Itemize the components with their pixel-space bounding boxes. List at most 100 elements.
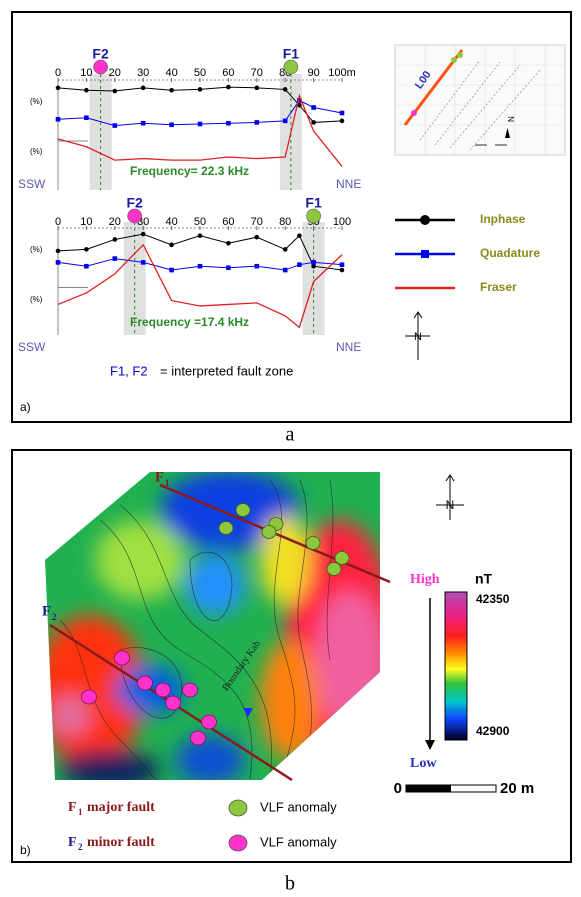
quadrature-point	[226, 121, 231, 126]
legend-marker	[421, 250, 429, 258]
inphase-point	[297, 233, 302, 238]
north-label: N	[446, 498, 455, 512]
x-tick-label: 80	[279, 216, 291, 228]
quadrature-point	[84, 115, 89, 120]
fault-marker	[94, 60, 108, 74]
fault-subscript: 2	[52, 612, 57, 622]
x-tick-label: 50	[194, 216, 206, 228]
x-tick-label: 40	[165, 216, 177, 228]
legend-subscript: 2	[78, 842, 83, 852]
axis-unit: (%)	[30, 295, 43, 304]
scale-label: 0	[394, 780, 402, 797]
inphase-point	[254, 86, 259, 91]
north-label: N	[414, 331, 422, 343]
quadrature-point	[113, 123, 118, 128]
inphase-point	[340, 119, 345, 124]
x-tick-label: 30	[137, 67, 149, 79]
fault-label: F2	[127, 195, 144, 211]
inphase-point	[283, 247, 288, 252]
legend-label: Quadature	[480, 246, 540, 260]
panel-caption: a	[286, 424, 295, 446]
inphase-point	[198, 233, 203, 238]
fault-symbol: F	[42, 603, 51, 619]
fault-marker	[128, 209, 142, 223]
legend-text: minor fault	[87, 835, 155, 850]
magnetic-map	[35, 470, 395, 790]
quadrature-point	[169, 122, 174, 127]
colorbar-tick-label: 42350	[476, 592, 510, 606]
axis-unit: (%)	[30, 245, 43, 254]
legend-label: Fraser	[480, 280, 517, 294]
quadrature-point	[340, 111, 345, 116]
page: {"panel_a": { "tag": "a)", "caption": "a…	[0, 0, 581, 897]
frequency-label: Frequency= 22.3 kHz	[130, 164, 249, 178]
fault-label: F1	[283, 46, 300, 62]
quadrature-point	[255, 120, 260, 125]
x-tick-label: 60	[222, 67, 234, 79]
quadrature-point	[311, 260, 316, 265]
quadrature-point	[283, 119, 288, 124]
panel-caption: b	[285, 873, 295, 895]
scale-bar-fill	[406, 785, 451, 792]
x-tick-label: 100	[333, 216, 351, 228]
north-label: N	[507, 116, 516, 122]
quadrature-point	[226, 265, 231, 270]
legend-marker-label: VLF anomaly	[260, 799, 337, 814]
legend-marker	[229, 800, 247, 816]
inphase-point	[141, 86, 146, 91]
x-tick-label: 70	[251, 216, 263, 228]
inphase-point	[169, 88, 174, 93]
quadrature-point	[297, 262, 302, 267]
colorbar	[445, 592, 467, 740]
inphase-point	[113, 237, 118, 242]
direction-left: SSW	[18, 177, 46, 191]
fault-symbol: F	[155, 469, 164, 485]
quadrature-point	[113, 256, 118, 261]
inphase-point	[56, 86, 61, 91]
quadrature-point	[283, 268, 288, 273]
x-tick-label: 0	[55, 67, 61, 79]
quadrature-point	[141, 121, 146, 126]
x-tick-label: 90	[307, 67, 319, 79]
inphase-point	[340, 268, 345, 273]
legend-marker-label: VLF anomaly	[260, 834, 337, 849]
note-faults: F1, F2	[110, 363, 148, 378]
x-tick-label: 60	[222, 216, 234, 228]
inphase-point	[113, 89, 118, 94]
fault-marker	[284, 60, 298, 74]
quadrature-point	[169, 268, 174, 273]
panel-tag: b)	[20, 843, 31, 857]
x-tick-label: 20	[109, 216, 121, 228]
x-tick-label: 100m	[328, 67, 356, 79]
inphase-point	[283, 87, 288, 92]
x-tick-label: 50	[194, 67, 206, 79]
legend-symbol: F	[68, 800, 77, 815]
axis-unit: (%)	[30, 147, 43, 156]
legend-text: major fault	[87, 800, 155, 815]
inphase-point	[169, 243, 174, 248]
inphase-point	[254, 235, 259, 240]
x-tick-label: 70	[251, 67, 263, 79]
inphase-point	[198, 87, 203, 92]
quadrature-point	[56, 117, 61, 122]
inphase-point	[84, 247, 89, 252]
direction-left: SSW	[18, 340, 46, 354]
x-tick-label: 20	[109, 67, 121, 79]
colorbar-arrow-head	[425, 740, 435, 750]
quadrature-point	[198, 122, 203, 127]
direction-right: NNE	[336, 177, 361, 191]
figure: a) a b) b L00 N N F1, F2 = interpreted f…	[0, 0, 581, 897]
note-text: = interpreted fault zone	[160, 363, 293, 378]
legend-marker	[229, 835, 247, 851]
panel-tag: a)	[20, 400, 31, 414]
frequency-label: Frequency =17.4 kHz	[130, 315, 249, 329]
location-map: L00 N	[395, 45, 565, 155]
x-tick-label: 0	[55, 216, 61, 228]
axis-unit: (%)	[30, 97, 43, 106]
fault-marker	[307, 209, 321, 223]
inphase-point	[84, 88, 89, 93]
fault-subscript: 1	[165, 478, 170, 488]
quadrature-point	[311, 105, 316, 110]
legend-label: Inphase	[480, 212, 526, 226]
quadrature-point	[141, 260, 146, 265]
